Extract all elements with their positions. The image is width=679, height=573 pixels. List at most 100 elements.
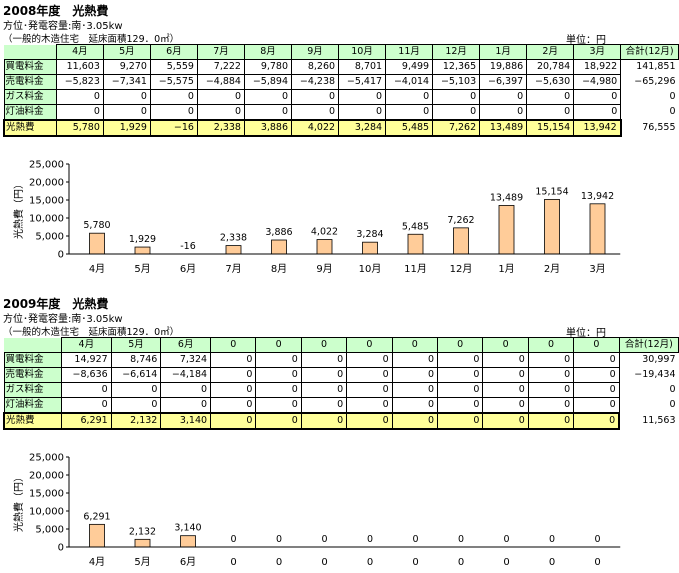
- table-cell: 11,603: [55, 59, 104, 75]
- table-cell: 5,559: [149, 59, 198, 75]
- table-cell: 0: [210, 397, 257, 414]
- x-tick-label: 12月: [450, 263, 473, 275]
- table-cell: 0: [110, 397, 162, 414]
- month-header: 0: [391, 337, 439, 353]
- section-note: （一般的木造住宅 延床面積129．0㎡）: [3, 34, 180, 45]
- row-label: ガス料金: [3, 382, 62, 398]
- data-label: 0: [594, 534, 600, 545]
- month-header: 5月: [110, 337, 162, 353]
- y-axis-title: 光熱費（円）: [12, 179, 25, 239]
- table-cell: −5,417: [338, 74, 387, 90]
- y-tick-label: 5,000: [35, 525, 64, 536]
- table-cell: 0: [436, 367, 484, 383]
- table-cell: 12,365: [432, 59, 481, 75]
- bar-chart: 光熱費（円） 0 5,000 10,000 15,000 20,000 25,000 5,78…: [12, 160, 621, 275]
- table-cell: 5,485: [385, 119, 434, 137]
- x-tick-label: 3月: [589, 263, 605, 275]
- bar: [271, 239, 287, 255]
- table-cell: 0: [436, 352, 484, 368]
- table-cell: 0: [527, 367, 575, 383]
- table-cell: 0: [391, 367, 439, 383]
- table-cell: −5,575: [149, 74, 198, 90]
- data-label: 0: [458, 534, 464, 545]
- table-cell: 0: [573, 104, 622, 121]
- table-row: 売電料金 −5,823 −7,341 −5,575 −4,884 −5,894 −4,238…: [3, 74, 679, 90]
- table-cell: 0: [436, 397, 484, 414]
- table-cell: 0: [573, 382, 620, 398]
- table-cell: 8,701: [338, 59, 387, 75]
- x-tick-label: 0: [321, 557, 327, 568]
- x-tick-label: 7月: [225, 263, 241, 275]
- cost-table: 4月 5月 6月 7月 8月 9月 10月 11月 12月 1月 2月 3月 合計(12月) 買電料金 11…: [2, 44, 679, 137]
- table-cell: 15,154: [526, 119, 575, 137]
- data-label: 0: [367, 534, 373, 545]
- month-header: 4月: [55, 44, 104, 60]
- table-row: 灯油料金 0 0 0 0 0 0 0 0 0 0 0 0 0: [3, 104, 679, 121]
- month-header: 0: [346, 337, 393, 353]
- table-row: 売電料金 −8,636 −6,614 −4,184 0 0 0 0 0 0 0 0 0 −19,434: [3, 367, 679, 383]
- month-header: 9月: [291, 44, 340, 60]
- table-cell: 0: [60, 382, 112, 398]
- table-cell: 0: [243, 89, 293, 105]
- data-label: 0: [321, 534, 327, 545]
- table-cell: 20,784: [526, 59, 575, 75]
- table-cell: 7,324: [160, 352, 212, 368]
- y-axis-title: 光熱費（円）: [12, 472, 25, 532]
- table-cell: 5,780: [55, 119, 104, 137]
- table-cell: 0: [479, 104, 528, 121]
- data-label: 5,485: [402, 221, 429, 232]
- data-label: 7,262: [447, 215, 474, 226]
- table-cell: 0: [255, 397, 302, 414]
- data-label: 13,942: [581, 191, 614, 202]
- month-header: 4月: [60, 337, 112, 353]
- y-tick-label: 10,000: [29, 507, 64, 518]
- data-label: 4,022: [311, 227, 338, 238]
- data-label: 0: [276, 534, 282, 545]
- table-row: ガス料金 0 0 0 0 0 0 0 0 0 0 0 0 0: [3, 382, 679, 398]
- x-tick-label: 1月: [498, 263, 514, 275]
- table-cell: 0: [479, 89, 528, 105]
- bar-chart: 光熱費（円） 0 5,000 10,000 15,000 20,000 25,000 6,29…: [12, 453, 621, 568]
- table-cell: 0: [196, 89, 245, 105]
- bar: [544, 199, 560, 255]
- data-label: 5,780: [83, 220, 110, 231]
- table-cell: −4,980: [573, 74, 622, 90]
- table-cell: 0: [255, 367, 302, 383]
- table-cell: 9,780: [243, 59, 293, 75]
- x-tick-label: 0: [549, 557, 555, 568]
- bar: [134, 246, 151, 255]
- table-cell: 0: [210, 367, 257, 383]
- table-cell: 13,489: [479, 119, 528, 137]
- table-cell: −5,894: [243, 74, 293, 90]
- table-cell: 0: [300, 352, 348, 368]
- section-note: （一般的木造住宅 延床面積129．0㎡）: [3, 327, 180, 338]
- table-cell: 0: [527, 397, 575, 414]
- table-row: 買電料金 14,927 8,746 7,324 0 0 0 0 0 0 0 0 0 30,997: [3, 352, 679, 368]
- data-label: 0: [412, 534, 418, 545]
- x-tick-label: 5月: [134, 556, 150, 568]
- x-tick-label: 2月: [544, 263, 560, 275]
- data-label: 0: [503, 534, 509, 545]
- table-cell: 0: [482, 367, 529, 383]
- table-cell: 0: [482, 382, 529, 398]
- cost-table: 4月 5月 6月 0 0 0 0 0 0 0 0 0 合計(12月) 買電料金 14,927 8,746 7,3…: [2, 337, 679, 430]
- table-cell: −6,397: [479, 74, 528, 90]
- table-cell: −8,636: [60, 367, 112, 383]
- table-cell: −5,630: [526, 74, 575, 90]
- table-cell: 2,338: [196, 119, 245, 137]
- table-cell: −5,823: [55, 74, 104, 90]
- table-cell: 0: [391, 412, 439, 430]
- table-cell: 0: [573, 89, 622, 105]
- section-2009: 2009年度 光熱費 方位･発電容量:南･3.05kw （一般的木造住宅 延床面…: [0, 293, 679, 573]
- table-cell: −4,238: [291, 74, 340, 90]
- month-header: 5月: [102, 44, 151, 60]
- x-tick-label: 0: [230, 557, 236, 568]
- month-header: 0: [573, 337, 620, 353]
- table-cell: 0: [160, 397, 212, 414]
- data-label: 0: [549, 534, 555, 545]
- table-cell: 13,942: [573, 119, 622, 137]
- table-cell: 0: [300, 367, 348, 383]
- x-tick-label: 6月: [180, 263, 196, 275]
- table-cell: 0: [526, 89, 575, 105]
- table-cell: 0: [573, 412, 621, 430]
